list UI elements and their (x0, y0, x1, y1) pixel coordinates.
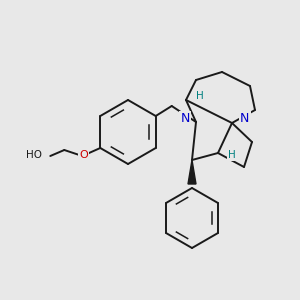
Text: H: H (196, 91, 204, 101)
Text: N: N (181, 112, 190, 125)
Text: H: H (228, 150, 236, 160)
Text: HO: HO (26, 150, 42, 160)
Text: O: O (79, 150, 88, 160)
Polygon shape (188, 160, 196, 184)
Text: N: N (240, 112, 249, 125)
